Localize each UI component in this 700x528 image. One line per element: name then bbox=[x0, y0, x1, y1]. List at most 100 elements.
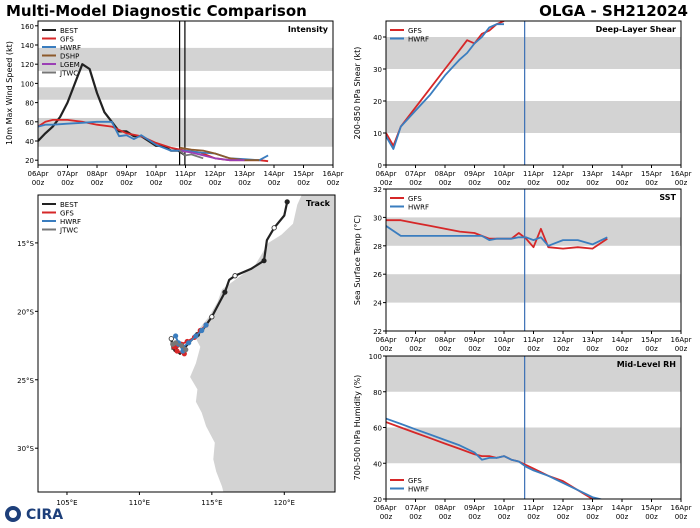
track-frame bbox=[37, 194, 336, 493]
intensity-xtick-label: 16Apr bbox=[322, 170, 343, 178]
shear-xtick-label: 00z bbox=[409, 179, 422, 187]
rh-xtick-label: 11Apr bbox=[523, 504, 544, 512]
rh-legend-label-hwrf: HWRF bbox=[408, 486, 429, 494]
rh-ytick-label: 100 bbox=[369, 353, 382, 361]
intensity-xtick-label: 00z bbox=[61, 179, 74, 187]
sst-xtick-label: 00z bbox=[616, 345, 629, 353]
sst-plot-area bbox=[386, 189, 681, 331]
intensity-series-lgem bbox=[179, 149, 245, 162]
track-plot-area bbox=[168, 195, 335, 492]
shear-band-0 bbox=[386, 101, 681, 133]
intensity-ytick-label: 100 bbox=[21, 80, 34, 88]
sst-xtick-label: 08Apr bbox=[434, 336, 455, 344]
track-ytick-label: 30°S bbox=[17, 445, 34, 453]
shear-xtick-label: 06Apr bbox=[375, 170, 396, 178]
intensity-title: Intensity bbox=[288, 25, 329, 34]
sst-band-0 bbox=[386, 274, 681, 303]
sst-xtick-label: 00z bbox=[498, 345, 511, 353]
shear-ytick-label: 10 bbox=[373, 130, 382, 138]
shear-xtick-label: 14Apr bbox=[611, 170, 632, 178]
track-marker-best bbox=[209, 314, 215, 320]
rh-xtick-label: 16Apr bbox=[670, 504, 691, 512]
track-ytick-label: 25°S bbox=[17, 377, 34, 385]
shear-xtick-label: 00z bbox=[439, 179, 452, 187]
sst-series-hwrf bbox=[386, 225, 608, 247]
rh-ytick-label: 60 bbox=[373, 425, 382, 433]
shear-xtick-label: 00z bbox=[586, 179, 599, 187]
rh-xtick-label: 00z bbox=[557, 513, 570, 521]
rh-xtick-label: 00z bbox=[675, 513, 688, 521]
shear-xtick-label: 00z bbox=[498, 179, 511, 187]
shear-xtick-label: 09Apr bbox=[464, 170, 485, 178]
sst-ytick-label: 22 bbox=[373, 328, 382, 336]
rh-xtick-label: 08Apr bbox=[434, 504, 455, 512]
shear-xtick-label: 00z bbox=[468, 179, 481, 187]
intensity-xtick-label: 00z bbox=[268, 179, 281, 187]
sst-xtick-label: 00z bbox=[557, 345, 570, 353]
shear-series-hwrf bbox=[386, 23, 504, 150]
track-marker-hwrf bbox=[203, 322, 209, 328]
intensity-ytick-label: 80 bbox=[25, 100, 34, 108]
track-marker-hwrf bbox=[199, 327, 205, 334]
rh-xtick-label: 00z bbox=[468, 513, 481, 521]
sst-xtick-label: 15Apr bbox=[641, 336, 662, 344]
rh-band-1 bbox=[386, 356, 681, 392]
sst-ytick-label: 30 bbox=[373, 214, 382, 222]
shear-xtick-label: 08Apr bbox=[434, 170, 455, 178]
sst-xtick-label: 16Apr bbox=[670, 336, 691, 344]
track-marker-best bbox=[271, 225, 277, 231]
sst-xtick-label: 14Apr bbox=[611, 336, 632, 344]
track-marker-jtwc bbox=[173, 340, 179, 346]
rh-xtick-label: 12Apr bbox=[552, 504, 573, 512]
rh-xtick-label: 10Apr bbox=[493, 504, 514, 512]
cira-logo-text: CIRA bbox=[26, 507, 63, 523]
intensity-legend-label-dshp: DSHP bbox=[60, 53, 79, 61]
intensity-xtick-label: 11Apr bbox=[175, 170, 196, 178]
rh-ytick-label: 20 bbox=[373, 496, 382, 504]
rh-xtick-label: 14Apr bbox=[611, 504, 632, 512]
sst-xtick-label: 13Apr bbox=[582, 336, 603, 344]
shear-legend-label-gfs: GFS bbox=[408, 27, 422, 35]
shear-ytick-label: 30 bbox=[373, 66, 382, 74]
rh-xtick-label: 00z bbox=[616, 513, 629, 521]
rh-xtick-label: 00z bbox=[439, 513, 452, 521]
intensity-xtick-label: 15Apr bbox=[293, 170, 314, 178]
intensity-xtick-label: 00z bbox=[91, 179, 104, 187]
rh-ytick-label: 40 bbox=[373, 460, 382, 468]
sst-xtick-label: 00z bbox=[645, 345, 658, 353]
intensity-xtick-label: 14Apr bbox=[263, 170, 284, 178]
rh-series-hwrf bbox=[386, 417, 604, 499]
intensity-ytick-label: 160 bbox=[21, 23, 34, 31]
intensity-legend-label-jtwc: JTWC bbox=[59, 70, 78, 78]
shear-xtick-label: 00z bbox=[527, 179, 540, 187]
track-marker-hwrf bbox=[193, 333, 199, 339]
track-marker-best bbox=[284, 199, 290, 205]
intensity-xtick-label: 00z bbox=[179, 179, 192, 187]
cira-logo-icon: CIRA bbox=[5, 506, 63, 523]
intensity-plot-area bbox=[38, 21, 333, 165]
sst-xtick-label: 12Apr bbox=[552, 336, 573, 344]
sst-xtick-label: 00z bbox=[439, 345, 452, 353]
sst-legend-label-gfs: GFS bbox=[408, 195, 422, 203]
intensity-xtick-label: 09Apr bbox=[116, 170, 137, 178]
sst-xtick-label: 00z bbox=[409, 345, 422, 353]
intensity-xtick-label: 07Apr bbox=[57, 170, 78, 178]
intensity-legend-label-lgem: LGEM bbox=[60, 61, 80, 69]
track-legend-label-best: BEST bbox=[60, 201, 79, 209]
sst-legend-label-hwrf: HWRF bbox=[408, 204, 429, 212]
rh-xtick-label: 09Apr bbox=[464, 504, 485, 512]
shear-xtick-label: 16Apr bbox=[670, 170, 691, 178]
land-mass-0 bbox=[190, 195, 335, 492]
sst-ytick-label: 26 bbox=[373, 271, 382, 279]
sst-ytick-label: 32 bbox=[373, 186, 382, 194]
sst-xtick-label: 11Apr bbox=[523, 336, 544, 344]
shear-ytick-label: 20 bbox=[373, 98, 382, 106]
shear-xtick-label: 00z bbox=[557, 179, 570, 187]
track-xtick-label: 110°E bbox=[129, 499, 150, 507]
shear-xtick-label: 15Apr bbox=[641, 170, 662, 178]
track-xtick-label: 105°E bbox=[56, 499, 77, 507]
sst-frame bbox=[385, 188, 682, 332]
track-marker-hwrf bbox=[173, 333, 179, 339]
sst-xtick-label: 00z bbox=[586, 345, 599, 353]
intensity-xtick-label: 00z bbox=[327, 179, 340, 187]
